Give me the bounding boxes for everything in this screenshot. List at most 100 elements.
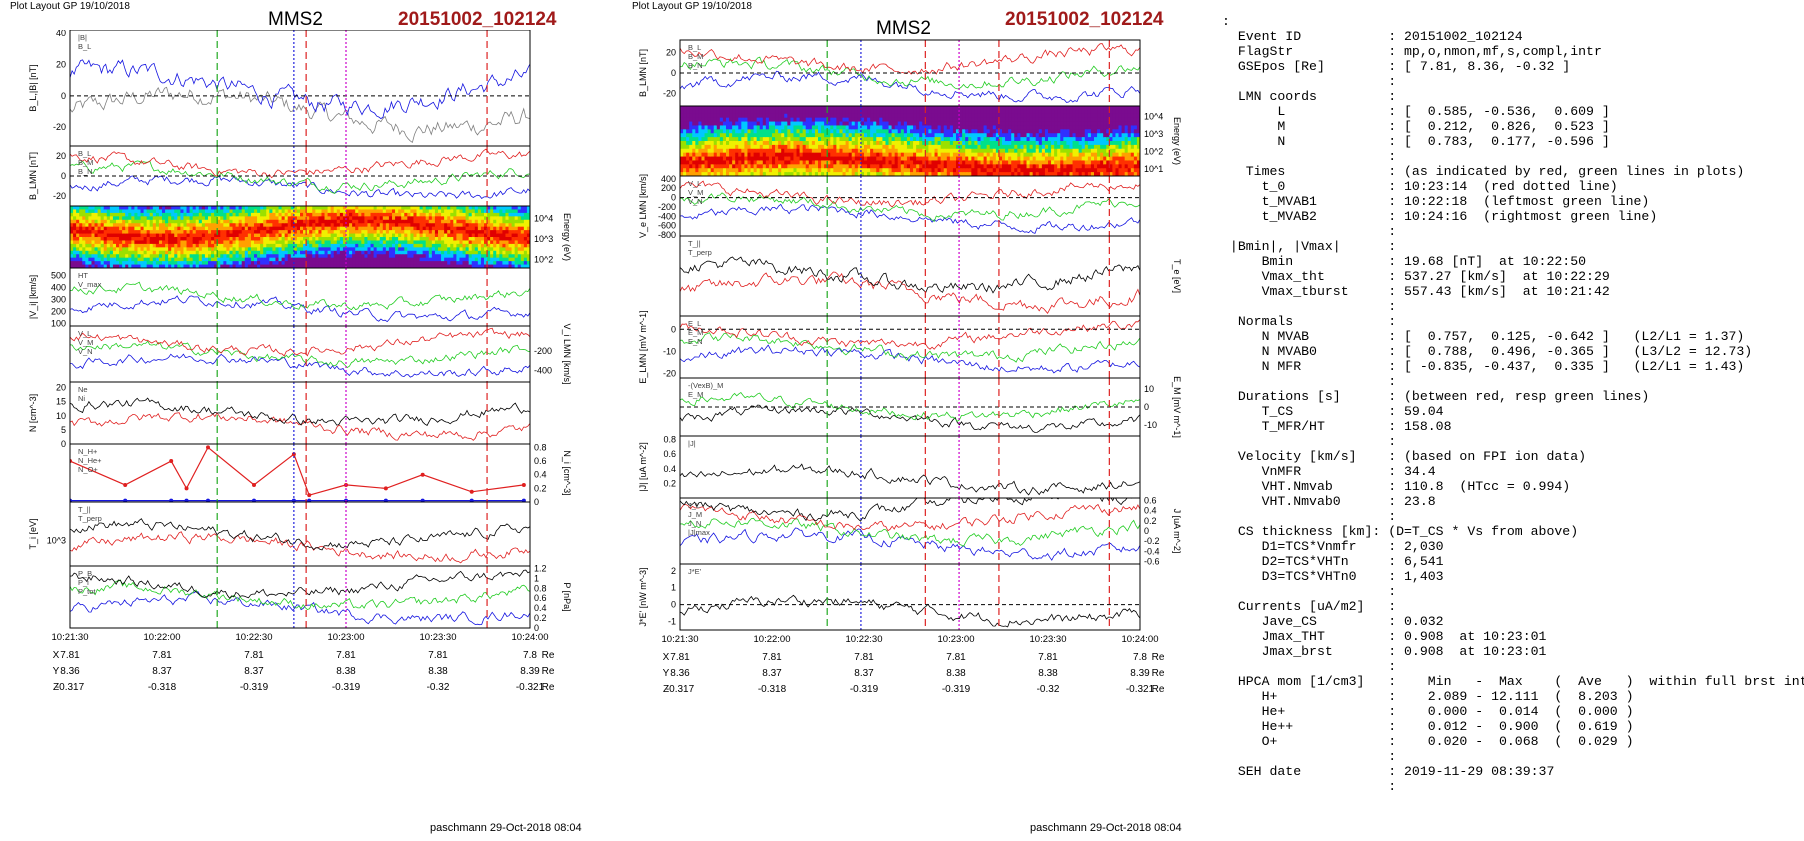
spectrogram-cell <box>879 141 883 146</box>
spectrogram-cell <box>330 237 335 242</box>
spectrogram-cell <box>824 129 828 134</box>
spectrogram-cell <box>189 243 194 248</box>
spectrogram-cell <box>195 254 200 259</box>
spectrogram-cell <box>134 223 139 228</box>
spectrogram-cell <box>857 137 862 142</box>
spectrogram-cell <box>974 117 979 123</box>
spectrogram-cell <box>235 233 240 238</box>
spectrogram-cell <box>741 113 745 119</box>
spectrogram-cell <box>431 237 436 242</box>
spectrogram-cell <box>1011 160 1015 165</box>
spectrogram-cell <box>747 129 752 134</box>
spectrogram-cell <box>293 212 298 217</box>
spectrogram-cell <box>398 219 402 224</box>
spectrogram-cell <box>799 109 804 115</box>
spectrogram-cell <box>474 216 479 221</box>
spectrogram-cell <box>168 206 172 211</box>
spectrogram-cell <box>263 226 267 231</box>
spectrogram-cell <box>508 230 513 235</box>
spectrogram-cell <box>864 129 868 134</box>
spectrogram-cell <box>502 257 507 262</box>
spectrogram-cell <box>839 117 844 123</box>
spectrogram-cell <box>811 109 816 115</box>
spectrogram-cell <box>520 243 525 248</box>
spectrogram-cell <box>879 144 883 150</box>
spectrogram-cell <box>177 240 181 245</box>
spectrogram-cell <box>355 212 359 217</box>
spectrogram-cell <box>450 250 454 255</box>
spectrogram-cell <box>891 172 896 176</box>
spectrogram-cell <box>395 223 399 228</box>
spectrogram-cell <box>811 152 816 158</box>
spectrogram-cell <box>85 247 89 252</box>
spectrogram-cell <box>471 233 476 238</box>
spectrogram-cell <box>882 152 887 158</box>
spectrogram-cell <box>980 156 985 162</box>
spectrogram-cell <box>229 212 234 217</box>
spectrogram-cell <box>192 240 197 245</box>
spectrogram-cell <box>152 206 157 211</box>
spectrogram-cell <box>410 226 415 231</box>
spectrogram-cell <box>885 168 890 173</box>
spectrogram-cell <box>827 160 831 165</box>
y-tick-label: -20 <box>53 191 66 201</box>
spectrogram-cell <box>318 226 323 231</box>
spectrogram-cell <box>158 230 163 235</box>
spectrogram-cell <box>965 109 969 115</box>
spectrogram-cell <box>364 254 369 259</box>
spectrogram-cell <box>272 223 277 228</box>
spectrogram-cell <box>870 156 874 162</box>
spectrogram-cell <box>882 129 887 134</box>
spectrogram-cell <box>931 168 936 173</box>
spectrogram-cell <box>128 212 132 217</box>
spectrogram-cell <box>367 261 372 266</box>
spectrogram-cell <box>171 247 175 252</box>
spectrogram-cell <box>330 233 335 238</box>
spectrogram-cell <box>177 254 181 259</box>
spectrogram-cell <box>511 240 516 245</box>
spectrogram-cell <box>511 243 516 248</box>
spectrogram-cell <box>462 206 467 211</box>
spectrogram-cell <box>70 254 74 259</box>
spectrogram-cell <box>272 216 277 221</box>
spectrogram-cell <box>814 172 819 176</box>
spectrogram-cell <box>211 219 215 224</box>
spectrogram-cell <box>330 247 335 252</box>
spectrogram-cell <box>986 137 991 142</box>
spectrogram-cell <box>376 209 381 214</box>
spectrogram-cell <box>490 206 494 211</box>
spectrogram-cell <box>379 243 384 248</box>
spectrogram-cell <box>514 240 519 245</box>
spectrogram-cell <box>134 264 139 268</box>
spectrogram-cell <box>318 233 323 238</box>
spectrogram-cell <box>787 141 791 146</box>
spectrogram-cell <box>913 164 917 169</box>
spectrogram-cell <box>410 206 415 211</box>
spectrogram-cell <box>952 109 957 115</box>
spectrogram-cell <box>379 237 384 242</box>
spectrogram-cell <box>710 160 715 165</box>
spectrogram-cell <box>339 261 344 266</box>
spectrogram-cell <box>269 209 273 214</box>
spectrogram-cell <box>456 243 461 248</box>
spectrogram-cell <box>689 121 693 127</box>
spectrogram-cell <box>511 209 516 214</box>
spectrogram-cell <box>946 148 951 154</box>
spectrogram-cell <box>431 264 436 268</box>
spectrogram-cell <box>870 125 874 130</box>
spectrogram-cell <box>989 121 994 127</box>
spectrogram-cell <box>293 247 298 252</box>
spectrogram-cell <box>793 106 798 111</box>
spectrogram-cell <box>398 240 402 245</box>
spectrogram-cell <box>836 113 841 119</box>
spectrogram-cell <box>692 144 696 150</box>
spectrogram-cell <box>952 148 957 154</box>
panel-2-plot-area <box>680 106 1140 176</box>
spectrogram-cell <box>520 264 525 268</box>
spectrogram-cell <box>903 109 908 115</box>
spectrogram-cell <box>778 117 782 123</box>
spectrogram-cell <box>511 230 516 235</box>
spectrogram-cell <box>943 160 948 165</box>
spectrogram-cell <box>722 106 727 111</box>
